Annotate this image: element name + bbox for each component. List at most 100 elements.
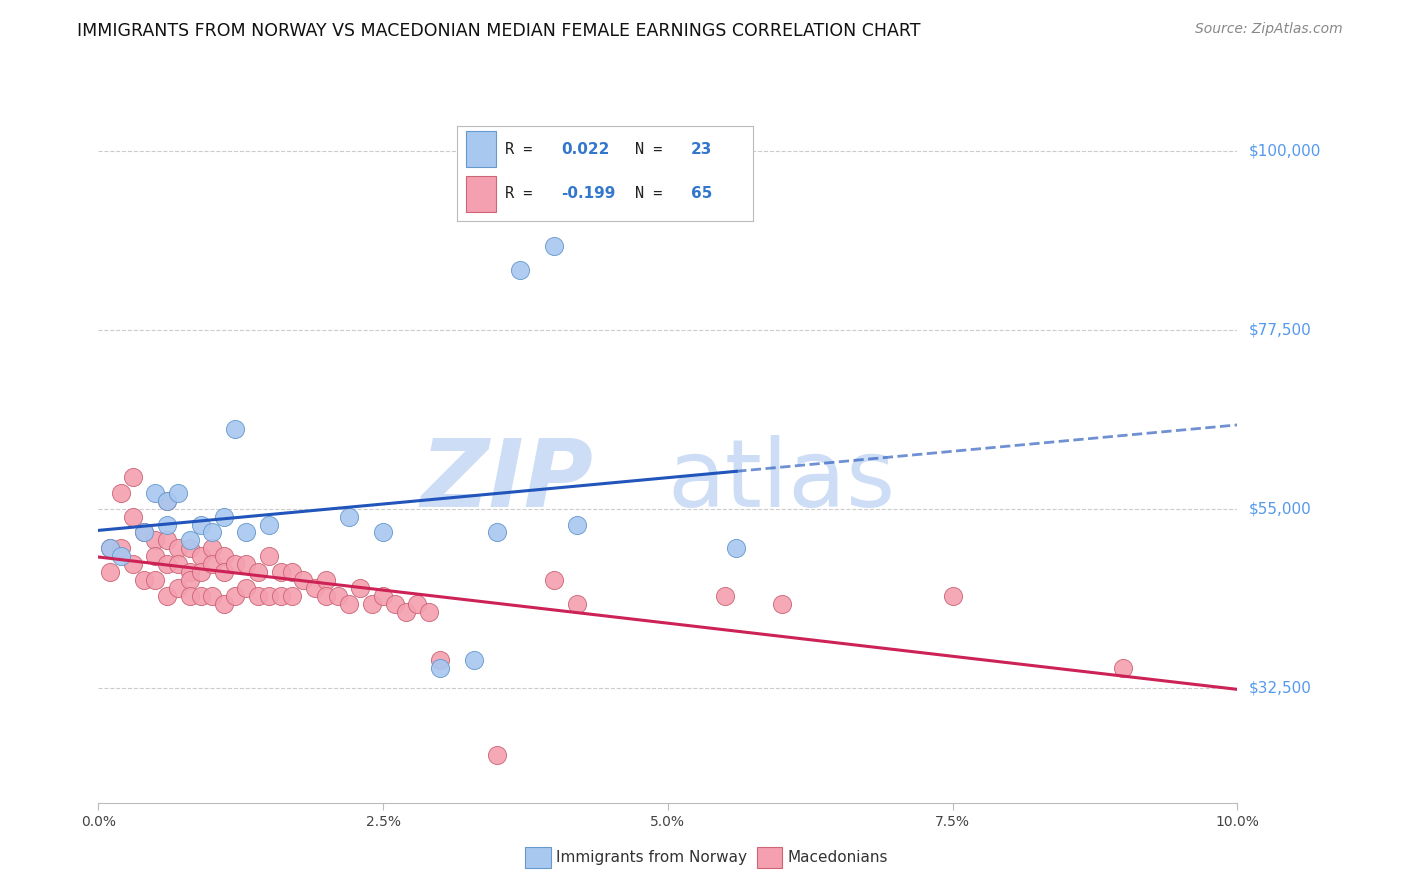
Point [156, 493, 179, 508]
Point [121, 470, 143, 484]
Point [281, 566, 304, 580]
Point [190, 589, 212, 603]
Point [121, 558, 143, 572]
Point [145, 573, 167, 587]
Point [201, 558, 224, 572]
Point [259, 589, 281, 603]
Text: Source: ZipAtlas.com: Source: ZipAtlas.com [1195, 22, 1343, 37]
Point [259, 517, 281, 532]
Text: $55,000: $55,000 [1249, 501, 1312, 516]
Point [292, 573, 315, 587]
Point [281, 589, 304, 603]
Point [110, 549, 132, 564]
Point [98, 541, 121, 556]
Point [395, 605, 418, 619]
Point [212, 549, 235, 564]
Point [179, 573, 201, 587]
Text: $100,000: $100,000 [1249, 144, 1320, 159]
Point [509, 263, 531, 277]
Point [384, 597, 406, 611]
Point [156, 589, 179, 603]
Point [132, 525, 155, 540]
Point [179, 533, 201, 548]
Point [418, 605, 440, 619]
Point [565, 517, 588, 532]
Point [145, 485, 167, 500]
Point [98, 541, 121, 556]
Point [326, 589, 349, 603]
Point [212, 509, 235, 524]
Point [179, 566, 201, 580]
FancyBboxPatch shape [756, 847, 782, 868]
Point [270, 589, 292, 603]
Point [543, 239, 565, 253]
Text: ZIP: ZIP [420, 435, 593, 527]
Point [486, 748, 509, 763]
Point [360, 597, 382, 611]
Point [201, 541, 224, 556]
Point [190, 566, 212, 580]
Point [110, 541, 132, 556]
Point [565, 597, 588, 611]
Text: atlas: atlas [668, 435, 896, 527]
Point [156, 533, 179, 548]
Point [373, 589, 395, 603]
Point [167, 558, 190, 572]
Point [770, 597, 793, 611]
FancyBboxPatch shape [526, 847, 551, 868]
Text: $32,500: $32,500 [1249, 680, 1312, 695]
Text: $77,500: $77,500 [1249, 322, 1312, 337]
Text: Macedonians: Macedonians [787, 850, 889, 865]
Point [179, 589, 201, 603]
Point [246, 589, 269, 603]
Point [190, 517, 212, 532]
Point [543, 573, 565, 587]
Point [190, 549, 212, 564]
Point [156, 493, 179, 508]
Point [259, 549, 281, 564]
Point [942, 589, 965, 603]
Point [373, 525, 395, 540]
Text: IMMIGRANTS FROM NORWAY VS MACEDONIAN MEDIAN FEMALE EARNINGS CORRELATION CHART: IMMIGRANTS FROM NORWAY VS MACEDONIAN MED… [77, 22, 921, 40]
Point [167, 485, 190, 500]
Point [235, 581, 257, 595]
Point [167, 541, 190, 556]
Point [224, 422, 246, 436]
Point [349, 581, 371, 595]
Point [212, 597, 235, 611]
Point [337, 597, 360, 611]
Point [212, 566, 235, 580]
Point [167, 581, 190, 595]
Point [246, 566, 269, 580]
Point [224, 558, 246, 572]
Point [725, 541, 748, 556]
Point [315, 573, 337, 587]
Point [132, 573, 155, 587]
Point [224, 589, 246, 603]
Point [235, 525, 257, 540]
Point [463, 653, 485, 667]
Point [315, 589, 337, 603]
Point [98, 566, 121, 580]
Point [132, 525, 155, 540]
Point [1112, 660, 1135, 674]
Point [145, 533, 167, 548]
Point [201, 525, 224, 540]
Point [714, 589, 737, 603]
Point [270, 566, 292, 580]
Point [337, 509, 360, 524]
Point [121, 509, 143, 524]
Point [429, 653, 451, 667]
Point [429, 660, 451, 674]
Point [304, 581, 326, 595]
Point [110, 485, 132, 500]
Text: Immigrants from Norway: Immigrants from Norway [557, 850, 747, 865]
Point [179, 541, 201, 556]
Point [156, 558, 179, 572]
Point [201, 589, 224, 603]
Point [145, 549, 167, 564]
Point [406, 597, 429, 611]
Point [486, 525, 509, 540]
Point [156, 517, 179, 532]
Point [235, 558, 257, 572]
